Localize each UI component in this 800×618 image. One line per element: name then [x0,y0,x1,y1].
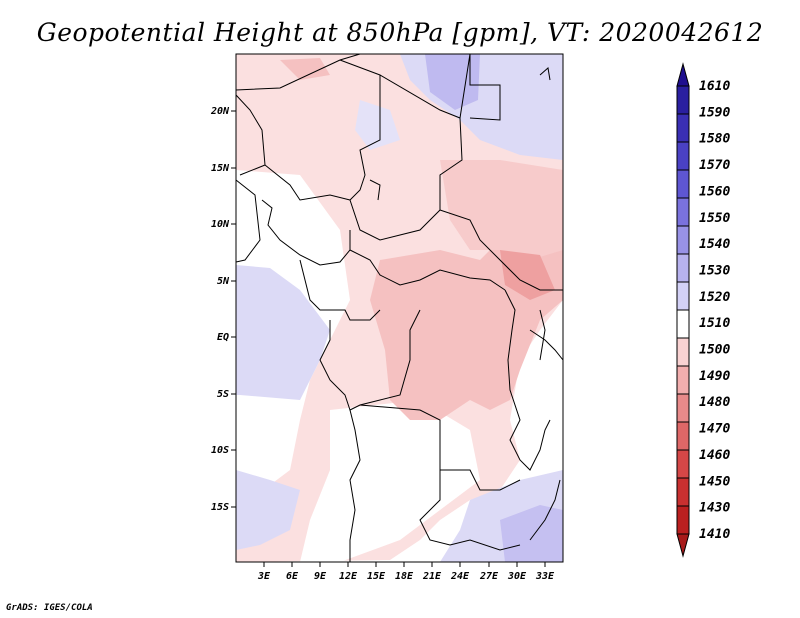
colorbar-swatch [676,281,690,311]
colorbar-label: 1550 [699,211,730,226]
grads-credit: GrADS: IGES/COLA [6,603,93,613]
colorbar-label: 1450 [699,474,730,489]
colorbar-swatch [676,309,690,339]
lat-label: 5S [217,389,229,400]
lon-axis: 3E 6E 9E 12E 15E 18E 21E 24E 27E 30E 33E [257,562,555,582]
map-frame [235,53,564,563]
border-malawi [529,479,561,541]
colorbar-label: 1410 [699,527,730,542]
colorbar-label: 1540 [699,237,730,252]
colorbar-swatch [676,505,690,535]
country-borders [236,54,563,562]
border-angola-west [349,409,361,562]
colorbar-swatch [676,365,690,395]
lon-label: 27E [479,571,499,582]
colorbar-swatch [676,253,690,283]
border-west-sahel [264,164,351,201]
lat-label: 10N [211,219,230,230]
deep-pink-region [500,250,555,300]
colorbar-label: 1590 [699,105,730,120]
colorbar-label: 1510 [699,316,730,331]
lon-label: 15E [367,571,386,582]
colorbar-top-arrow [676,62,690,87]
lon-label: 33E [535,571,555,582]
lat-label: 15S [211,502,229,513]
colorbar-swatch [676,449,690,479]
colorbar-swatch [676,197,690,227]
colorbar-label: 1460 [699,448,730,463]
colorbar-swatch [676,141,690,171]
colorbar-label: 1490 [699,369,730,384]
colorbar-label: 1430 [699,501,730,516]
border-west-north [236,94,266,176]
lat-label: 5N [217,276,230,287]
border-uganda [529,329,563,361]
lat-axis: 20N 15N 10N 5N EQ 5S 10S 15S [210,106,236,513]
border-zambia [419,470,521,551]
colorbar-label: 1580 [699,132,730,147]
lon-label: 18E [395,571,414,582]
colorbar-label: 1530 [699,263,730,278]
border-guinea-coast [261,199,351,266]
colorbar-label: 1470 [699,422,730,437]
colorbar-swatch [676,85,690,115]
border-cameroon [299,259,381,321]
lat-label: 15N [211,163,230,174]
border-sudan-south [439,209,563,291]
pink-north-spot [280,58,330,80]
white-south-region [300,400,480,562]
colorbar-swatch [676,113,690,143]
lon-label: 21E [422,571,442,582]
border-north-1 [236,54,361,91]
border-west-coast [236,179,261,263]
colorbar-swatch [676,477,690,507]
lavender-southwest [236,470,300,550]
colorbar-label: 1560 [699,184,730,199]
colorbar-label: 1610 [699,79,730,94]
colorbar-swatch [676,225,690,255]
lavender-small-north [355,100,400,150]
colorbar-label: 1520 [699,290,730,305]
colorbar-swatch [676,337,690,367]
lon-label: 3E [257,571,271,582]
lat-label: 20N [210,106,230,117]
border-angola-east [359,404,521,491]
lon-label: 12E [339,571,358,582]
border-sinai [539,67,551,81]
colorbar-bottom-arrow [676,533,690,558]
lat-label: 10S [211,445,229,456]
purple-southeast [500,505,563,562]
border-central-north [349,75,463,241]
border-egypt [469,54,501,121]
lon-label: 6E [286,571,299,582]
lon-label: 9E [314,571,327,582]
colorbar: 1610 1590 1580 1570 1560 1550 1540 1530 1520 1510… [676,62,730,558]
colorbar-label: 1570 [699,158,730,173]
height-field [236,54,563,562]
colorbar-swatch [676,421,690,451]
border-lake-chad [369,179,381,201]
colorbar-label: 1500 [699,343,730,358]
colorbar-swatch [676,393,690,423]
lon-label: 24E [450,571,470,582]
chart-title: Geopotential Height at 850hPa [gpm], VT:… [36,18,764,47]
lon-label: 30E [507,571,527,582]
border-lake-victoria [539,309,546,361]
colorbar-label: 1480 [699,395,730,410]
lavender-west-ocean [236,265,330,400]
border-congo [319,309,421,411]
pink-northeast-region [440,160,563,260]
lat-label: EQ [217,332,229,343]
border-north-2 [339,54,471,119]
purple-northeast [425,54,480,110]
border-rift [504,289,551,471]
colorbar-swatch [676,169,690,199]
border-car-south [349,249,506,291]
